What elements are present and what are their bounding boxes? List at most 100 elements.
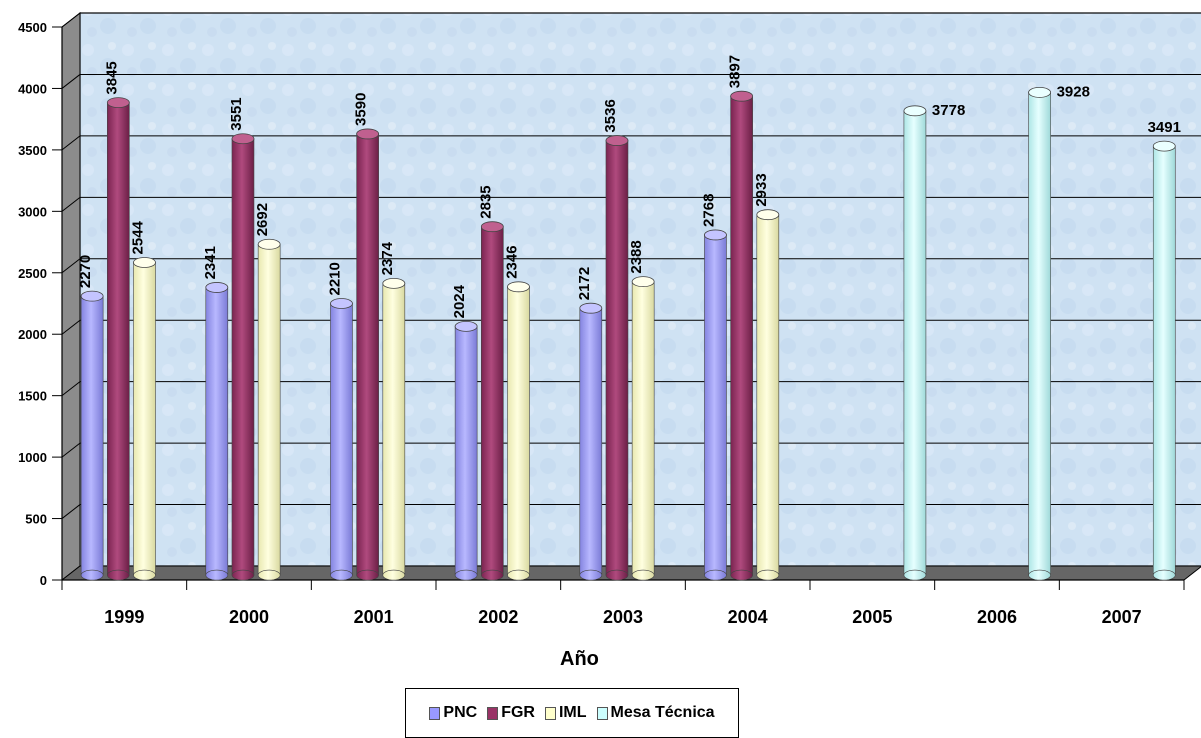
bar-base [330,569,353,581]
y-tick-label: 1500 [18,389,47,404]
bar-base [231,569,255,581]
bar-top [756,209,780,221]
bar-body [80,295,104,576]
y-tick-label: 2500 [18,266,47,281]
bar-body [1028,92,1051,576]
bar-mesa-tecnica [1028,86,1051,581]
bar-body [605,140,629,576]
bar-base [80,569,104,581]
gridline-side [61,381,81,397]
bar-body [631,281,655,576]
bar-body [730,95,753,576]
x-tick-label: 2001 [354,607,394,627]
legend-item-mesa-tecnica: Mesa Técnica [596,704,715,722]
x-tick-label: 2002 [478,607,518,627]
bar-top [631,276,655,288]
bar-base [481,569,504,581]
bar-base [382,569,406,581]
bar-base [605,569,629,581]
bar-top [257,238,281,250]
x-tick-label: 2007 [1102,607,1142,627]
bar-base [257,569,281,581]
bar-body [231,138,255,576]
bar-top [205,282,229,293]
data-label: 3491 [1148,119,1181,136]
side-wall [61,11,81,582]
data-label: 3590 [353,93,370,126]
bar-body [382,283,406,576]
bar-fgr [106,97,130,581]
bar-top [133,257,156,268]
bar-body [704,234,727,576]
bar-pnc [330,298,353,581]
bar-base [579,569,603,581]
bar-body [107,102,130,576]
data-label: 2544 [129,220,146,254]
bar-base [1152,569,1176,581]
bar-base [205,569,229,581]
bar-pnc [579,302,603,581]
legend-swatch-fgr [487,706,499,720]
data-label: 3551 [228,97,245,130]
bar-iml [631,276,655,581]
data-labels: 2270 3845 2544 2341 3551 2692 2210 3590 2374 2024… [77,55,1181,319]
gridline-side [61,135,81,151]
bar-top [730,90,754,102]
bar-base [454,569,478,581]
data-label: 2692 [254,203,271,236]
legend-label-pnc: PNC [443,704,478,721]
data-label: 2768 [700,194,717,227]
bar-top [507,281,530,293]
bar-top [330,298,353,309]
data-label: 3897 [727,55,744,88]
legend-item-fgr: FGR [487,704,535,722]
bar-fgr [730,90,754,581]
bar-base [356,569,379,581]
y-tick-label: 4500 [18,20,47,35]
bar-top [80,290,104,302]
bar-top [382,277,406,289]
bar-top [704,229,727,241]
bar-fgr [480,221,504,581]
bar-body [205,287,229,576]
data-label: 2346 [503,245,520,278]
bar-top [605,135,629,146]
data-label: 2374 [379,241,396,275]
bar-fgr [231,133,255,581]
gridline-side [61,12,81,28]
x-axis: 1999 2000 2001 2002 2003 2004 2005 2006 2007 [61,579,1185,627]
bar-body [903,110,927,576]
legend-label-mesa-tecnica: Mesa Técnica [610,704,715,721]
gridline-side [61,442,81,458]
bar-base [903,569,927,581]
data-label: 2835 [477,185,494,218]
bar-fgr [356,128,380,581]
bar-mesa-tecnica [903,105,927,581]
bar-iml [257,238,281,581]
bar-body [454,326,478,576]
data-label: 2933 [753,173,770,206]
bar-base [756,569,780,581]
data-label: 2024 [451,284,468,318]
bar-top [454,320,478,332]
x-tick-label: 2006 [977,607,1017,627]
data-label: 3845 [103,61,120,94]
data-label: 3536 [602,99,619,132]
bar-base [1028,569,1051,581]
legend-swatch-pnc [429,706,441,720]
gridline-side [61,74,81,89]
bar-iml [507,281,530,581]
bar-top [903,105,927,117]
bar-pnc [704,229,727,581]
legend-item-iml: IML [544,704,587,722]
y-tick-label: 2000 [18,327,47,342]
bars [80,86,1176,581]
y-tick-label: 3000 [18,204,47,219]
bar-pnc [454,320,478,581]
gridline-side [61,319,81,335]
legend-swatch-iml [544,706,556,720]
legend-item-pnc: PNC [429,704,477,722]
data-label: 2172 [576,267,593,300]
y-axis: 0 500 1000 1500 2000 2500 3000 3500 4000 4500 [18,20,63,588]
